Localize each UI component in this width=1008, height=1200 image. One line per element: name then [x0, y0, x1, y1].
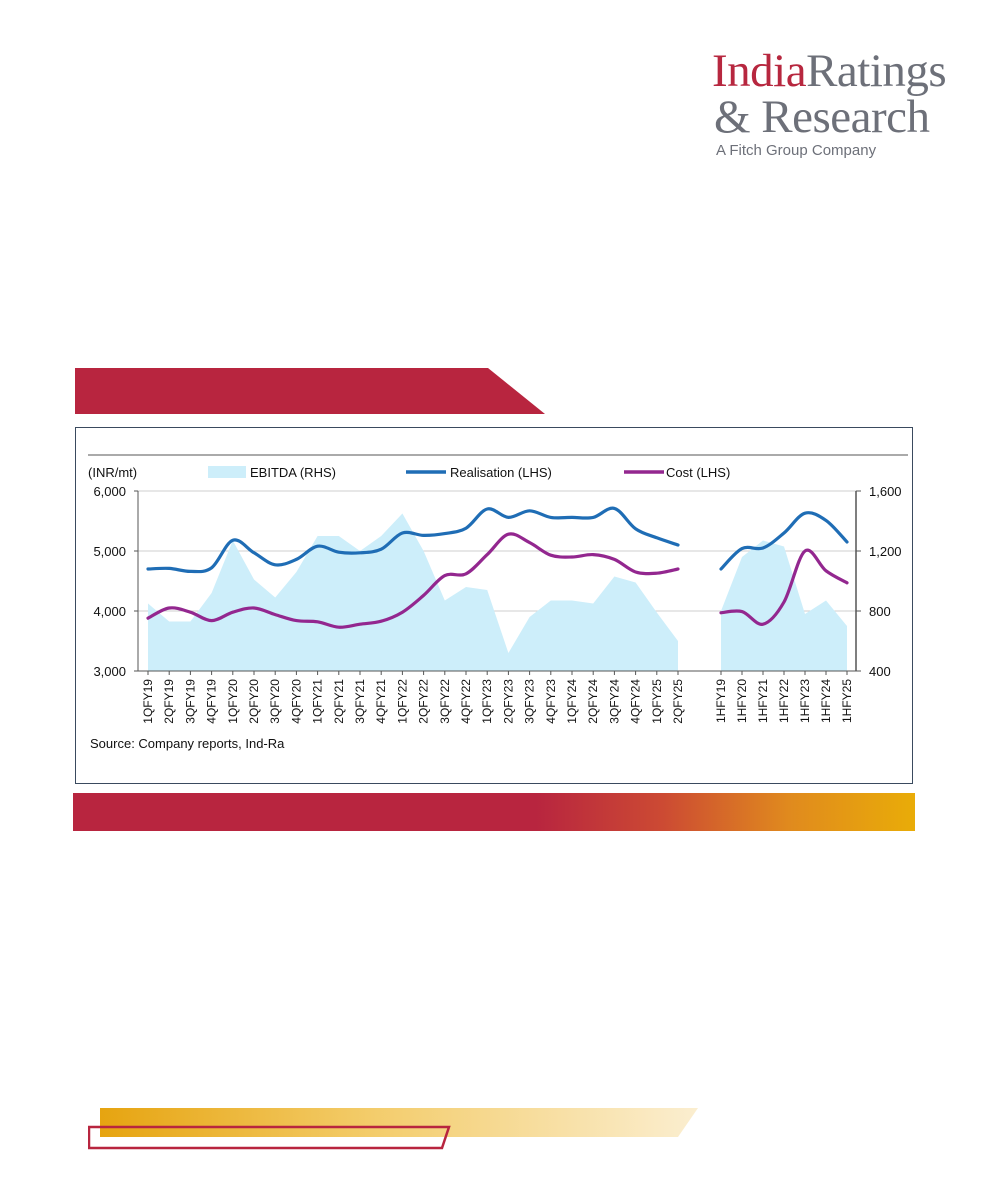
left-axis-tick-label: 6,000 [93, 484, 126, 499]
x-axis-tick-label: 4QFY23 [544, 679, 558, 724]
legend-realisation-label: Realisation (LHS) [450, 465, 552, 480]
x-axis-tick-label: 2QFY22 [417, 679, 431, 724]
logo-wordmark: IndiaRatings [712, 45, 947, 97]
axes [137, 491, 857, 672]
cement-chart: (INR/mt) EBITDA (RHS) Realisation (LHS) … [88, 454, 908, 751]
x-axis-tick-label: 2QFY25 [671, 679, 685, 724]
logo-india: India [712, 45, 807, 97]
x-axis-tick-label: 1HFY21 [756, 679, 770, 723]
x-axis-tick-label: 2QFY23 [501, 679, 515, 724]
x-axis-tick-label: 3QFY20 [268, 679, 282, 724]
ebitda-area-half-yearly [721, 540, 847, 671]
source-note: Source: Company reports, Ind-Ra [90, 736, 285, 751]
x-axis-tick-label: 1QFY22 [395, 679, 409, 724]
right-axis-tick-label: 1,600 [869, 484, 902, 499]
x-axis-tick-label: 1HFY23 [798, 679, 812, 723]
x-axis-tick-label: 2QFY21 [332, 679, 346, 724]
bottom-gradient-banner [73, 793, 915, 831]
x-axis-tick-label: 1QFY23 [480, 679, 494, 724]
ebitda-area-quarterly [148, 513, 678, 671]
x-axis-tick-label: 3QFY19 [183, 679, 197, 724]
left-axis-tick-label: 3,000 [93, 664, 126, 679]
india-ratings-logo: IndiaRatings & Research A Fitch Group Co… [712, 46, 974, 164]
x-axis-tick-label: 1HFY22 [777, 679, 791, 723]
x-axis-tick-label: 1QFY20 [226, 679, 240, 724]
top-red-banner [75, 368, 545, 414]
legend-ebitda-label: EBITDA (RHS) [250, 465, 336, 480]
ebitda-areas [147, 513, 848, 671]
x-axis-tick-label: 4QFY21 [374, 679, 388, 724]
x-axis-tick-label: 1QFY25 [650, 679, 664, 724]
x-axis-tick-label: 1QFY24 [565, 679, 579, 724]
left-axis-ticks: 6,000 5,000 4,000 3,000 [93, 484, 138, 679]
left-axis-tick-label: 5,000 [93, 544, 126, 559]
footer-decorative-bar [88, 1108, 698, 1150]
legend-cost-label: Cost (LHS) [666, 465, 730, 480]
right-axis-tick-label: 1,200 [869, 544, 902, 559]
x-axis-tick-label: 3QFY21 [353, 679, 367, 724]
cost-line-quarterly [146, 532, 680, 629]
x-axis-tick-label: 1QFY19 [141, 679, 155, 724]
realisation-line-quarterly [146, 506, 680, 574]
x-axis-tick-label: 3QFY23 [523, 679, 537, 724]
series-lines [146, 506, 849, 629]
x-axis-tick-label: 4QFY24 [629, 679, 643, 724]
x-axis-tick-label: 4QFY19 [205, 679, 219, 724]
logo-research: & Research [714, 91, 930, 143]
x-axis-tick-label: 2QFY24 [586, 679, 600, 724]
x-axis-ticks: 1QFY19 2QFY19 3QFY19 4QFY19 1QFY20 2QFY20 3QFY… [141, 671, 854, 724]
right-axis-tick-label: 800 [869, 604, 891, 619]
logo-tagline: A Fitch Group Company [716, 142, 877, 159]
x-axis-tick-label: 1QFY21 [311, 679, 325, 724]
right-axis-ticks: 1,600 1,200 800 400 [856, 484, 902, 679]
x-axis-tick-label: 3QFY24 [607, 679, 621, 724]
left-axis-tick-label: 4,000 [93, 604, 126, 619]
x-axis-tick-label: 1HFY24 [819, 679, 833, 723]
x-axis-tick-label: 1HFY19 [714, 679, 728, 723]
y-unit-label: (INR/mt) [88, 465, 137, 480]
logo-ratings: Ratings [806, 45, 947, 97]
chart-frame: (INR/mt) EBITDA (RHS) Realisation (LHS) … [75, 427, 913, 784]
x-axis-tick-label: 1HFY25 [840, 679, 854, 723]
x-axis-tick-label: 1HFY20 [735, 679, 749, 723]
legend-ebitda-swatch [208, 466, 246, 478]
x-axis-tick-label: 2QFY19 [162, 679, 176, 724]
legend: EBITDA (RHS) Realisation (LHS) Cost (LHS… [208, 465, 730, 480]
x-axis-tick-label: 4QFY22 [459, 679, 473, 724]
right-axis-tick-label: 400 [869, 664, 891, 679]
x-axis-tick-label: 2QFY20 [247, 679, 261, 724]
x-axis-tick-label: 4QFY20 [289, 679, 303, 724]
x-axis-tick-label: 3QFY22 [438, 679, 452, 724]
